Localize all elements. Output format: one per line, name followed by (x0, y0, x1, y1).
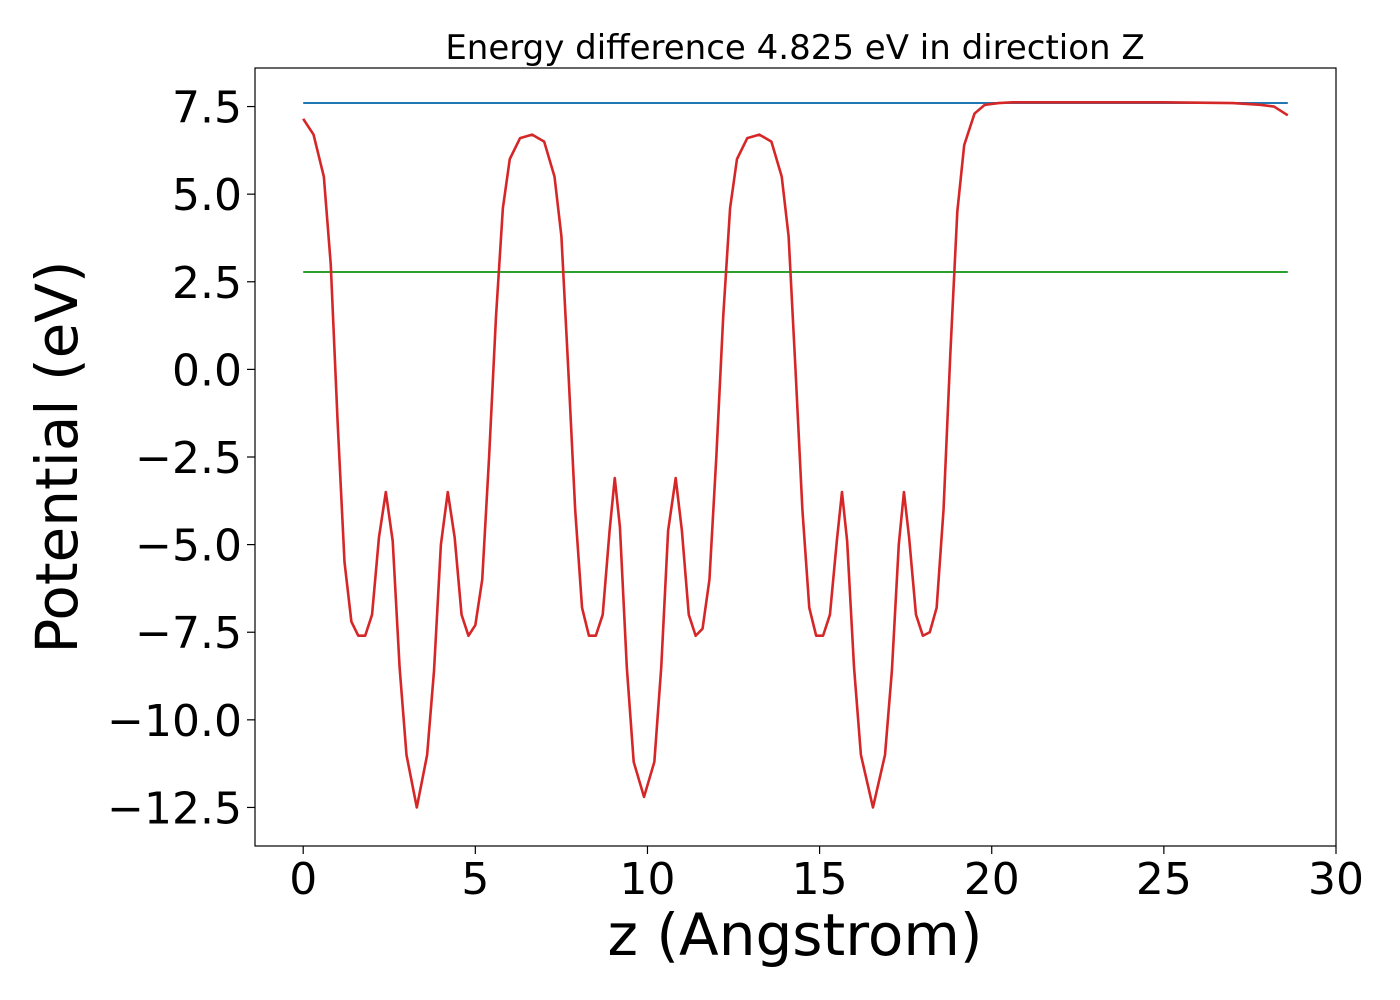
y-tick-label: −10.0 (107, 696, 242, 747)
y-tick-label: 0.0 (172, 345, 242, 396)
x-axis: 0 5 10 15 20 25 30 (289, 846, 1364, 905)
y-axis: 7.5 5.0 2.5 0.0 −2.5 −5.0 −7.5 −10.0 −12.5 (107, 83, 255, 834)
series-layer (302, 101, 1289, 809)
x-tick-label: 25 (1136, 854, 1192, 905)
y-tick-label: −7.5 (135, 608, 242, 659)
y-tick-label: −5.0 (135, 521, 242, 572)
y-tick-label: 7.5 (172, 83, 242, 134)
plot-frame (254, 67, 1337, 847)
y-tick-label: 5.0 (172, 170, 242, 221)
x-axis-label: z (Angstrom) (608, 901, 983, 969)
x-tick-label: 15 (792, 854, 848, 905)
y-axis-label: Potential (eV) (23, 260, 91, 653)
x-tick-label: 0 (289, 854, 317, 905)
x-tick-label: 30 (1308, 854, 1364, 905)
x-tick-label: 10 (619, 854, 675, 905)
y-tick-label: 2.5 (172, 258, 242, 309)
x-tick-label: 20 (964, 854, 1020, 905)
chart-title: Energy difference 4.825 eV in direction … (445, 28, 1144, 68)
y-tick-label: −12.5 (107, 783, 242, 834)
series-line-3 (302, 101, 1289, 809)
x-tick-label: 5 (461, 854, 489, 905)
y-tick-label: −2.5 (135, 433, 242, 484)
plot-area (254, 67, 1337, 847)
